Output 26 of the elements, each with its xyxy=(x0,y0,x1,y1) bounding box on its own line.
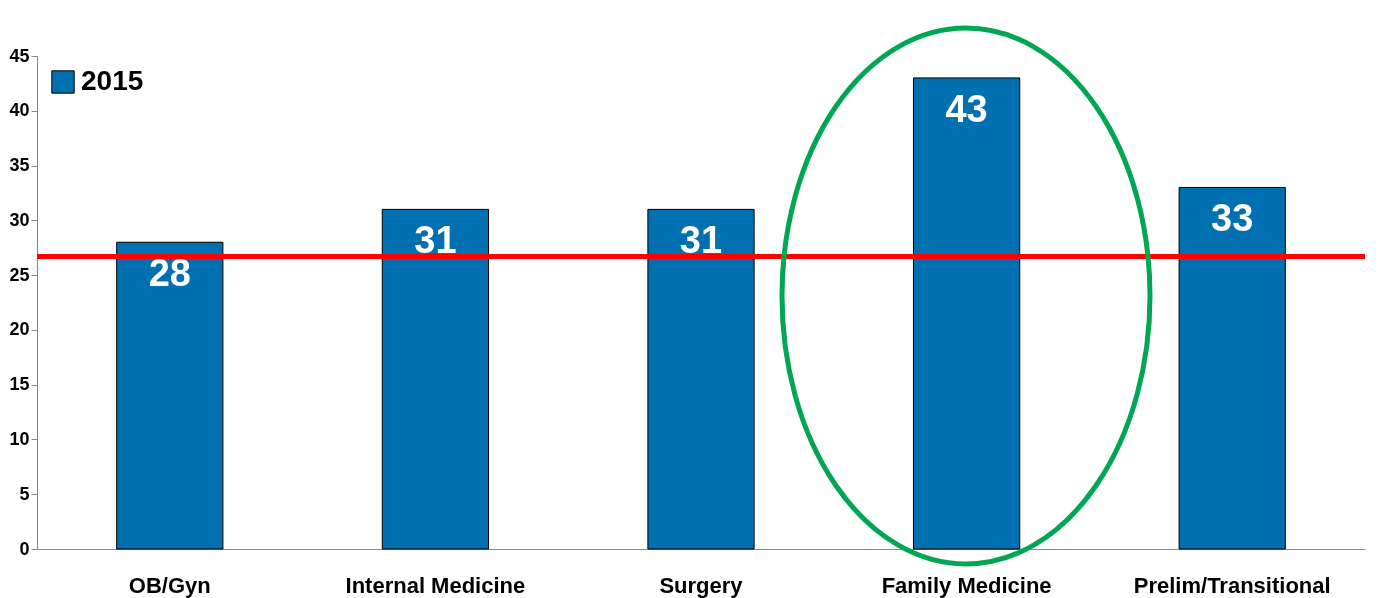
x-tick-label: Family Medicine xyxy=(881,572,1052,598)
y-tick-label: 45 xyxy=(9,45,30,66)
x-tick-label: OB/Gyn xyxy=(128,572,211,598)
bar xyxy=(647,208,755,550)
y-tick-label: 10 xyxy=(9,428,30,449)
x-tick-label: Surgery xyxy=(659,572,744,598)
y-tick-label: 30 xyxy=(9,209,30,230)
data-label: 31 xyxy=(679,219,723,262)
data-label: 43 xyxy=(945,87,988,130)
y-tick-label: 35 xyxy=(9,155,30,176)
bar xyxy=(381,208,490,550)
x-tick-label: Internal Medicine xyxy=(345,572,526,598)
bar xyxy=(116,241,224,550)
y-tick-label: 40 xyxy=(9,100,30,121)
data-label: 31 xyxy=(414,219,457,262)
data-label: 28 xyxy=(148,252,191,295)
bar xyxy=(1178,186,1286,550)
y-tick-label: 20 xyxy=(9,319,30,340)
y-tick-label: 5 xyxy=(19,483,30,504)
y-tick-label: 25 xyxy=(9,264,30,285)
x-tick-label: Prelim/Transitional xyxy=(1133,572,1331,598)
y-tick-label: 15 xyxy=(9,374,30,395)
bar xyxy=(912,77,1021,550)
data-label: 33 xyxy=(1211,197,1254,240)
y-tick-label: 0 xyxy=(19,538,30,559)
legend-label: 2015 xyxy=(81,65,144,96)
